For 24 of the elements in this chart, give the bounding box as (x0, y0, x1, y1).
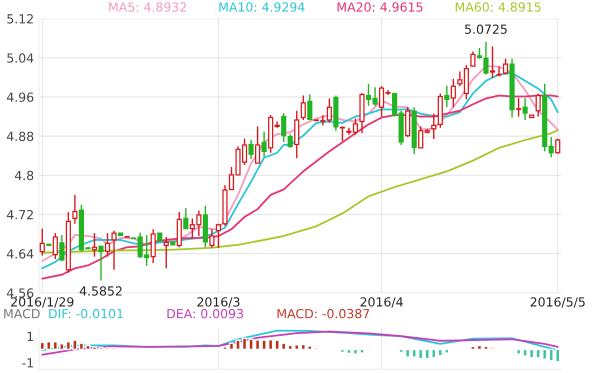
text: MA20: 4.9615 (338, 2, 422, 12)
y-tick-label: 4.8 (14, 170, 34, 180)
series-label: MACD: -0.0387 (278, 308, 370, 318)
text: DIF: -0.0101 (49, 308, 123, 318)
chart-title: MACD (4, 308, 40, 318)
x-tick-label: 2016/4 (360, 297, 403, 308)
y-tick-label: 1 (28, 332, 33, 341)
y-tick-label: 4.72 (6, 210, 33, 220)
text: MA10: 4.9294 (219, 2, 305, 12)
y-tick-label: -1 (22, 358, 33, 368)
x-tick-label: 2016/5/5 (530, 297, 585, 308)
text: MA60: 4.8915 (456, 2, 541, 12)
y-tick-label: 4.56 (6, 288, 34, 298)
annotation: 5.0725 (465, 24, 507, 34)
x-tick-label: 2016/1/29 (11, 297, 74, 308)
y-tick-label: 4.64 (6, 249, 34, 259)
annotation: 4.5852 (80, 286, 122, 296)
text: MA5: 4.8932 (109, 2, 186, 12)
y-tick-label: 4.88 (6, 132, 34, 142)
y-tick-label: 5.12 (7, 14, 33, 24)
x-tick-label: 2016/3 (197, 297, 240, 308)
y-tick-label: 5.04 (7, 53, 34, 63)
y-tick-label: 4.96 (6, 92, 34, 102)
series-label: DEA: 0.0093 (167, 308, 243, 318)
